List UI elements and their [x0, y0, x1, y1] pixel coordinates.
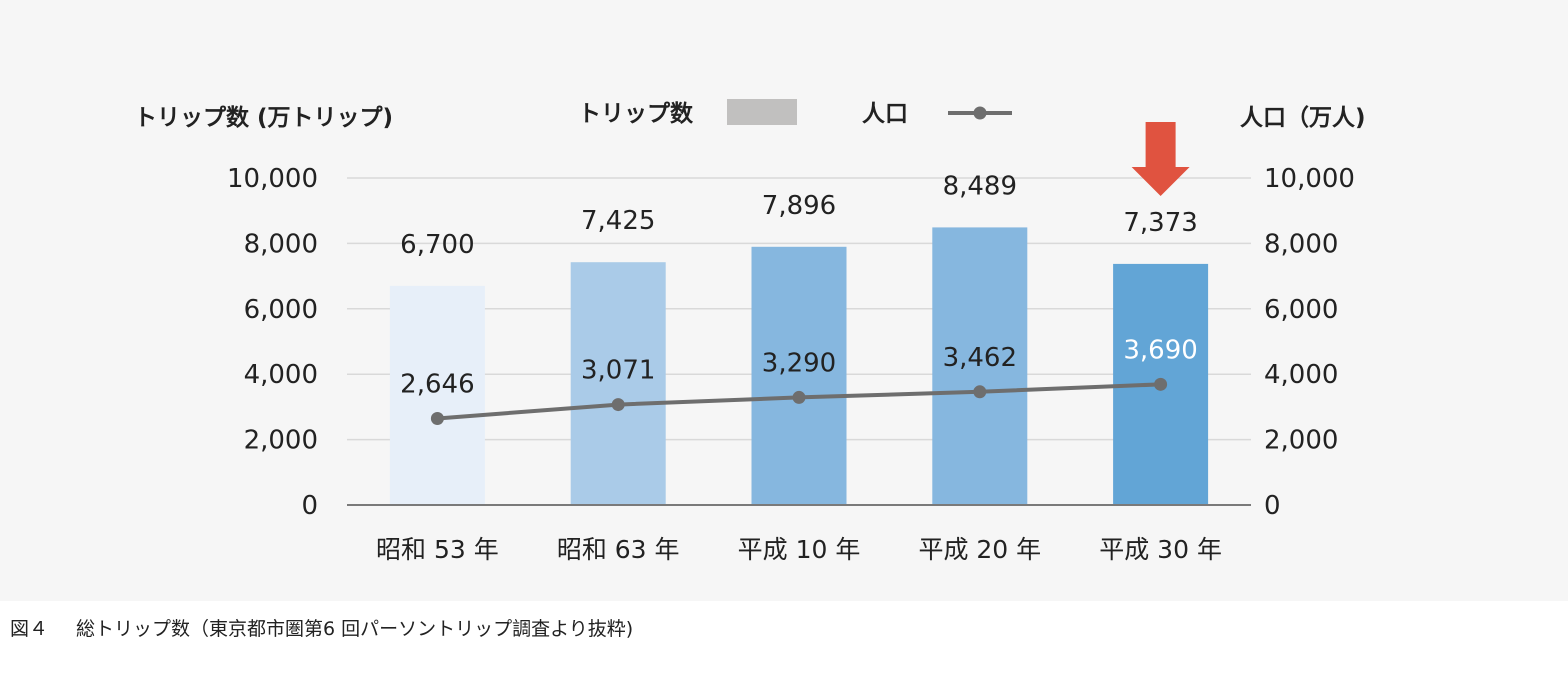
- figure-caption: 図４ 総トリップ数（東京都市圏第6 回パーソントリップ調査より抜粋): [10, 614, 633, 641]
- bar-value-label: 7,425: [581, 206, 655, 236]
- figure-number: 図４: [10, 618, 49, 640]
- right-tick-label: 4,000: [1264, 360, 1338, 390]
- right-tick-label: 0: [1264, 491, 1281, 521]
- category-label: 平成 30 年: [1099, 535, 1222, 564]
- right-tick-label: 6,000: [1264, 295, 1338, 325]
- population-value-label: 3,071: [581, 356, 655, 386]
- legend-label-trips: トリップ数: [578, 101, 694, 127]
- bar-value-label: 6,700: [400, 230, 474, 260]
- left-axis-title: トリップ数 (万トリップ): [134, 105, 393, 131]
- category-label: 平成 10 年: [738, 535, 861, 564]
- bar: [932, 227, 1028, 505]
- population-point: [973, 385, 987, 399]
- left-tick-label: 6,000: [244, 295, 318, 325]
- right-axis-title: 人口（万人): [1240, 104, 1366, 131]
- population-point: [611, 398, 625, 412]
- population-value-label: 3,690: [1123, 335, 1197, 365]
- right-tick-label: 10,000: [1264, 164, 1355, 194]
- population-value-label: 2,646: [400, 369, 474, 399]
- legend-swatch-trips: [727, 99, 797, 125]
- left-tick-label: 10,000: [227, 164, 318, 194]
- bar-value-label: 7,896: [762, 191, 836, 221]
- population-point: [792, 390, 806, 404]
- population-value-label: 3,290: [762, 348, 836, 378]
- population-point: [1154, 377, 1168, 391]
- left-tick-label: 0: [301, 491, 318, 521]
- caption-text: 総トリップ数（東京都市圏第6 回パーソントリップ調査より抜粋): [76, 618, 634, 640]
- down-arrow-annotation: [1131, 122, 1190, 196]
- bar-value-label: 7,373: [1123, 208, 1197, 238]
- right-tick-label: 8,000: [1264, 229, 1338, 259]
- left-tick-label: 2,000: [244, 426, 318, 456]
- bar: [570, 262, 666, 505]
- left-tick-label: 8,000: [244, 229, 318, 259]
- category-label: 昭和 53 年: [376, 535, 499, 564]
- bar: [389, 285, 485, 505]
- legend-marker-population: [973, 106, 987, 120]
- chart: 0 2,000 4,000 6,000 8,000 10,000 0 2,000 4,000 6,…: [134, 99, 1366, 564]
- bar-value-label: 8,489: [943, 171, 1017, 201]
- category-label: 平成 20 年: [918, 535, 1041, 564]
- right-tick-label: 2,000: [1264, 426, 1338, 456]
- left-tick-label: 4,000: [244, 360, 318, 390]
- bar: [751, 246, 847, 506]
- legend-label-population: 人口: [862, 101, 908, 127]
- population-point: [430, 411, 444, 425]
- category-label: 昭和 63 年: [557, 535, 680, 564]
- population-value-label: 3,462: [943, 343, 1017, 373]
